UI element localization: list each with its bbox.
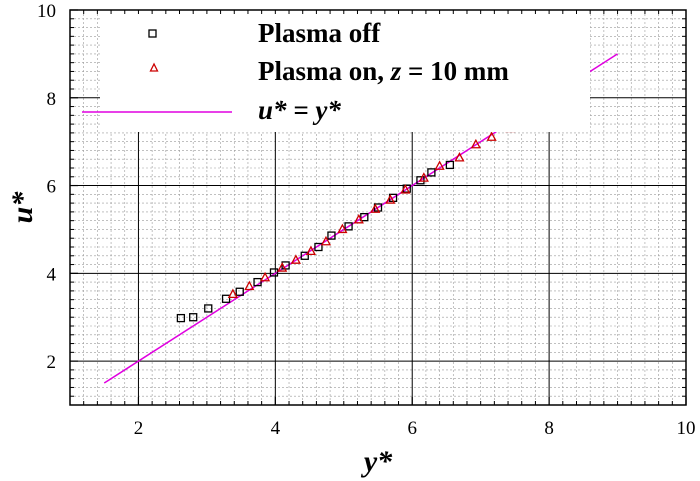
plot-frame xyxy=(69,9,687,406)
marker-plasma-on xyxy=(320,235,332,246)
marker-plasma-off xyxy=(189,313,198,322)
marker-plasma-off xyxy=(300,251,309,260)
tick-labels: 2 4 6 8 10 2 4 6 8 10 xyxy=(37,1,696,439)
y-tick-label: 6 xyxy=(47,177,57,198)
legend-marker-plasma-on xyxy=(149,62,159,72)
legend-label-plasma-on: Plasma on, z = 10 mm xyxy=(258,56,509,86)
marker-plasma-on xyxy=(370,203,381,213)
marker-plasma-off xyxy=(427,168,436,177)
marker-plasma-on xyxy=(259,271,271,282)
marker-plasma-off xyxy=(344,222,353,231)
y-tick-label: 10 xyxy=(37,1,56,22)
legend-label-plasma-on-suffix: = 10 mm xyxy=(401,56,509,86)
x-tick-label: 10 xyxy=(677,418,696,439)
marker-plasma-on xyxy=(277,262,288,272)
legend-label-plasma-on-prefix: Plasma on, xyxy=(258,56,391,86)
marker-plasma-off xyxy=(269,268,279,277)
y-tick-label: 2 xyxy=(47,352,57,373)
marker-plasma-on xyxy=(305,245,317,256)
marker-plasma-on xyxy=(290,254,301,264)
marker-plasma-on xyxy=(434,160,445,170)
marker-plasma-on xyxy=(454,152,465,162)
marker-plasma-on xyxy=(486,131,497,141)
y-axis-title: u* xyxy=(6,191,39,224)
x-axis-title: y* xyxy=(361,445,393,478)
y-tick-label: 8 xyxy=(47,89,57,110)
marker-plasma-on xyxy=(337,223,348,234)
legend-label-plasma-off: Plasma off xyxy=(258,18,381,48)
marker-plasma-on xyxy=(400,184,411,194)
x-tick-label: 8 xyxy=(544,418,554,439)
marker-plasma-on xyxy=(244,280,255,291)
x-tick-label: 2 xyxy=(134,418,144,439)
marker-plasma-off xyxy=(327,231,336,240)
marker-plasma-off xyxy=(235,287,244,296)
legend-label-reference: u* = y* xyxy=(258,95,341,125)
marker-plasma-off xyxy=(221,294,231,303)
marker-plasma-on xyxy=(470,138,481,149)
marker-plasma-off xyxy=(204,304,213,313)
legend-label-plasma-on-var: z xyxy=(390,56,402,86)
x-tick-label: 6 xyxy=(407,418,417,439)
marker-plasma-off xyxy=(445,160,455,170)
marker-plasma-on xyxy=(353,213,364,224)
marker-plasma-on xyxy=(418,172,429,182)
legend: Plasma off Plasma on, z = 10 mm u* = y* xyxy=(82,14,590,132)
marker-plasma-on xyxy=(385,194,396,204)
marker-plasma-on xyxy=(227,288,238,299)
marker-plasma-off xyxy=(314,242,323,252)
x-tick-label: 4 xyxy=(271,418,281,439)
y-tick-label: 4 xyxy=(47,264,57,285)
marker-plasma-off xyxy=(360,213,369,222)
marker-plasma-off xyxy=(416,176,425,185)
legend-marker-plasma-off xyxy=(148,29,157,38)
marker-plasma-off xyxy=(176,313,186,323)
marker-plasma-off xyxy=(253,277,262,287)
